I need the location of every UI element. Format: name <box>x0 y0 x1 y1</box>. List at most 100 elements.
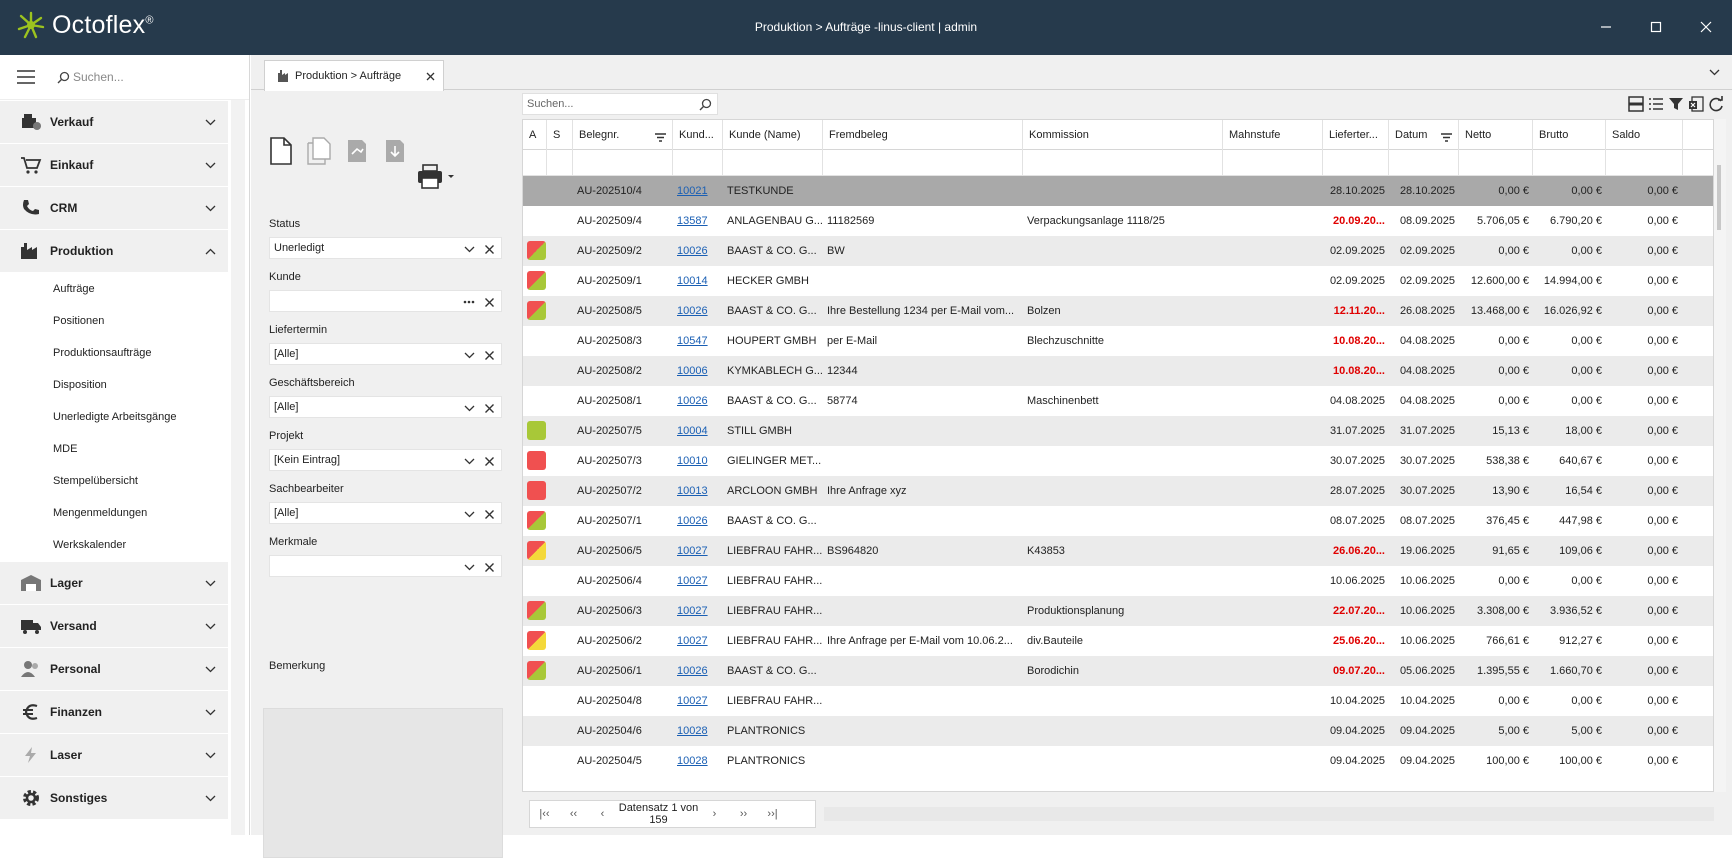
table-row[interactable]: AU-202507/3 10010 GIELINGER MET... 30.07.20… <box>523 446 1713 476</box>
sidebar-scrollbar[interactable] <box>231 100 245 835</box>
kundennr-link[interactable]: 10010 <box>677 446 723 476</box>
kundennr-link[interactable]: 10027 <box>677 536 723 566</box>
chevron-down-icon[interactable] <box>205 662 216 676</box>
chevron-down-icon[interactable] <box>205 791 216 805</box>
minimize-button[interactable] <box>1593 14 1619 40</box>
column-header-11[interactable]: Brutto <box>1533 120 1606 150</box>
filter-input-liefertermin[interactable]: [Alle] <box>269 343 502 365</box>
kundennr-link[interactable]: 10026 <box>677 296 723 326</box>
table-row[interactable]: AU-202506/3 10027 LIEBFRAU FAHR... Produkti… <box>523 596 1713 626</box>
chevron-down-icon[interactable] <box>464 348 475 368</box>
list-view-icon[interactable] <box>1648 96 1664 112</box>
filter-input-status[interactable]: Unerledigt <box>269 237 502 259</box>
nav-group-produktion[interactable]: Produktion <box>0 230 228 272</box>
sort-filter-icon[interactable] <box>655 131 666 145</box>
table-row[interactable]: AU-202507/5 10004 STILL GMBH 31.07.2025 31.0… <box>523 416 1713 446</box>
table-row[interactable]: AU-202508/2 10006 KYMKABLECH G... 12344 10.0… <box>523 356 1713 386</box>
more-icon[interactable] <box>463 295 475 315</box>
clear-icon[interactable] <box>484 242 495 262</box>
clear-icon[interactable] <box>484 348 495 368</box>
kundennr-link-text[interactable]: 10027 <box>677 635 708 647</box>
kundennr-link[interactable]: 10027 <box>677 566 723 596</box>
table-row[interactable]: AU-202506/4 10027 LIEBFRAU FAHR... 10.06.20… <box>523 566 1713 596</box>
nav-group-versand[interactable]: Versand <box>0 605 228 647</box>
kundennr-link-text[interactable]: 10026 <box>677 515 708 527</box>
maximize-button[interactable] <box>1643 14 1669 40</box>
table-row[interactable]: AU-202510/4 10021 TESTKUNDE 28.10.2025 28.10… <box>523 176 1713 206</box>
table-row[interactable]: AU-202504/8 10027 LIEBFRAU FAHR... 10.04.20… <box>523 686 1713 716</box>
nav-group-laser[interactable]: Laser <box>0 734 228 776</box>
sidebar-item-5[interactable]: MDE <box>53 443 78 455</box>
kundennr-link-text[interactable]: 10547 <box>677 335 708 347</box>
chevron-down-icon[interactable] <box>205 576 216 590</box>
grid-horizontal-scrollbar[interactable] <box>824 807 1714 821</box>
kundennr-link-text[interactable]: 13587 <box>677 215 708 227</box>
column-header-4[interactable]: Kunde (Name) <box>723 120 823 150</box>
grid-vertical-scrollbar[interactable] <box>1714 119 1726 792</box>
table-row[interactable]: AU-202508/1 10026 BAAST & CO. G... 58774 Mas… <box>523 386 1713 416</box>
column-header-12[interactable]: Saldo <box>1606 120 1683 150</box>
kundennr-link-text[interactable]: 10028 <box>677 725 708 737</box>
chevron-up-icon[interactable] <box>205 244 216 258</box>
nav-group-personal[interactable]: Personal <box>0 648 228 690</box>
chevron-down-icon[interactable] <box>464 454 475 474</box>
chevron-down-icon[interactable] <box>464 560 475 580</box>
print-icon[interactable] <box>417 164 455 190</box>
table-row[interactable]: AU-202504/6 10028 PLANTRONICS 09.04.2025 09.… <box>523 716 1713 746</box>
table-row[interactable]: AU-202506/2 10027 LIEBFRAU FAHR... Ihre Anf… <box>523 626 1713 656</box>
hamburger-menu-icon[interactable] <box>17 70 35 84</box>
filter-input-kunde[interactable] <box>269 290 502 312</box>
column-header-5[interactable]: Fremdbeleg <box>823 120 1023 150</box>
kundennr-link-text[interactable]: 10013 <box>677 485 708 497</box>
nav-group-finanzen[interactable]: Finanzen <box>0 691 228 733</box>
sidebar-item-7[interactable]: Mengenmeldungen <box>53 507 148 519</box>
kundennr-link-text[interactable]: 10027 <box>677 695 708 707</box>
nav-group-crm[interactable]: CRM <box>0 187 228 229</box>
column-header-7[interactable]: Mahnstufe <box>1223 120 1323 150</box>
nav-group-sonstiges[interactable]: Sonstiges <box>0 777 228 819</box>
kundennr-link[interactable]: 10021 <box>677 176 723 206</box>
filter-input-merkmale[interactable] <box>269 555 502 577</box>
prev-page-button[interactable]: ‹ <box>600 808 605 820</box>
clear-icon[interactable] <box>484 401 495 421</box>
kundennr-link-text[interactable]: 10004 <box>677 425 708 437</box>
chevron-down-icon[interactable] <box>1709 69 1720 76</box>
sidebar-search[interactable]: Suchen... <box>57 70 124 84</box>
new-document-icon[interactable] <box>269 137 293 165</box>
filter-input-projekt[interactable]: [Kein Eintrag] <box>269 449 502 471</box>
first-page-button[interactable]: |‹‹ <box>539 808 550 820</box>
kundennr-link[interactable]: 10006 <box>677 356 723 386</box>
close-button[interactable] <box>1693 14 1719 40</box>
kundennr-link-text[interactable]: 10026 <box>677 395 708 407</box>
kundennr-link-text[interactable]: 10026 <box>677 305 708 317</box>
kundennr-link[interactable]: 10013 <box>677 476 723 506</box>
chevron-down-icon[interactable] <box>464 401 475 421</box>
clear-icon[interactable] <box>484 507 495 527</box>
table-row[interactable]: AU-202507/2 10013 ARCLOON GMBH Ihre Anfrage… <box>523 476 1713 506</box>
kundennr-link-text[interactable]: 10027 <box>677 545 708 557</box>
kundennr-link[interactable]: 10004 <box>677 416 723 446</box>
refresh-icon[interactable] <box>1708 96 1724 112</box>
clear-icon[interactable] <box>484 295 495 315</box>
kundennr-link-text[interactable]: 10006 <box>677 365 708 377</box>
kundennr-link-text[interactable]: 10010 <box>677 455 708 467</box>
kundennr-link[interactable]: 10026 <box>677 236 723 266</box>
sidebar-item-2[interactable]: Produktionsaufträge <box>53 347 152 359</box>
nav-group-lager[interactable]: Lager <box>0 562 228 604</box>
sidebar-item-1[interactable]: Positionen <box>53 315 105 327</box>
kundennr-link[interactable]: 10027 <box>677 596 723 626</box>
sidebar-item-0[interactable]: Aufträge <box>53 283 95 295</box>
chevron-down-icon[interactable] <box>205 748 216 762</box>
next-page-group-button[interactable]: ›› <box>739 808 748 820</box>
import-document-icon[interactable] <box>383 137 407 165</box>
prev-page-group-button[interactable]: ‹‹ <box>569 808 578 820</box>
last-page-button[interactable]: ››| <box>767 808 778 820</box>
filter-input-sachbearbeiter[interactable]: [Alle] <box>269 502 502 524</box>
chevron-down-icon[interactable] <box>205 705 216 719</box>
kundennr-link[interactable]: 10027 <box>677 686 723 716</box>
column-header-2[interactable]: Belegnr. <box>573 120 673 150</box>
kundennr-link-text[interactable]: 10014 <box>677 275 708 287</box>
sidebar-item-4[interactable]: Unerledigte Arbeitsgänge <box>53 411 177 423</box>
kundennr-link-text[interactable]: 10027 <box>677 575 708 587</box>
sidebar-item-3[interactable]: Disposition <box>53 379 107 391</box>
